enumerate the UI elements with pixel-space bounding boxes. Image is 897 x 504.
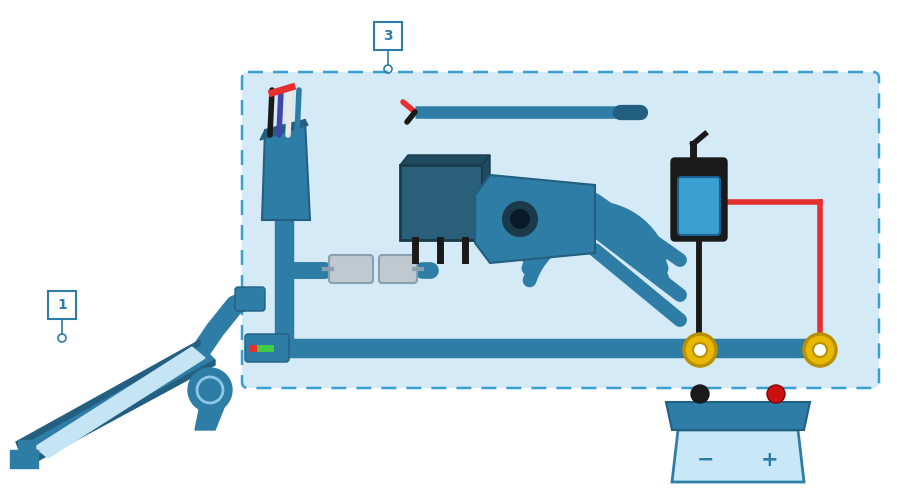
Polygon shape bbox=[18, 440, 35, 455]
Polygon shape bbox=[262, 120, 310, 220]
FancyBboxPatch shape bbox=[242, 72, 879, 388]
FancyBboxPatch shape bbox=[379, 255, 417, 283]
Polygon shape bbox=[400, 155, 490, 165]
Text: −: − bbox=[697, 450, 715, 470]
FancyBboxPatch shape bbox=[400, 165, 482, 240]
Circle shape bbox=[767, 385, 785, 403]
Polygon shape bbox=[672, 430, 804, 482]
Circle shape bbox=[510, 209, 530, 229]
FancyBboxPatch shape bbox=[235, 287, 265, 311]
Polygon shape bbox=[482, 155, 490, 240]
Polygon shape bbox=[16, 340, 200, 447]
Circle shape bbox=[813, 343, 827, 357]
Polygon shape bbox=[35, 347, 205, 458]
FancyBboxPatch shape bbox=[48, 291, 76, 319]
FancyBboxPatch shape bbox=[329, 255, 373, 283]
Polygon shape bbox=[260, 120, 308, 140]
Polygon shape bbox=[475, 175, 595, 263]
Circle shape bbox=[684, 334, 716, 366]
Polygon shape bbox=[18, 345, 215, 460]
FancyBboxPatch shape bbox=[374, 22, 402, 50]
Circle shape bbox=[691, 385, 709, 403]
Polygon shape bbox=[30, 360, 215, 465]
Text: 1: 1 bbox=[57, 298, 67, 312]
Circle shape bbox=[188, 368, 232, 412]
Polygon shape bbox=[10, 450, 38, 468]
Text: 3: 3 bbox=[383, 29, 393, 43]
FancyBboxPatch shape bbox=[678, 177, 720, 235]
Circle shape bbox=[693, 343, 707, 357]
Text: +: + bbox=[762, 450, 779, 470]
Polygon shape bbox=[195, 405, 225, 430]
FancyBboxPatch shape bbox=[671, 158, 727, 241]
Circle shape bbox=[502, 201, 538, 237]
Circle shape bbox=[804, 334, 836, 366]
Polygon shape bbox=[666, 402, 810, 430]
FancyBboxPatch shape bbox=[245, 334, 289, 362]
